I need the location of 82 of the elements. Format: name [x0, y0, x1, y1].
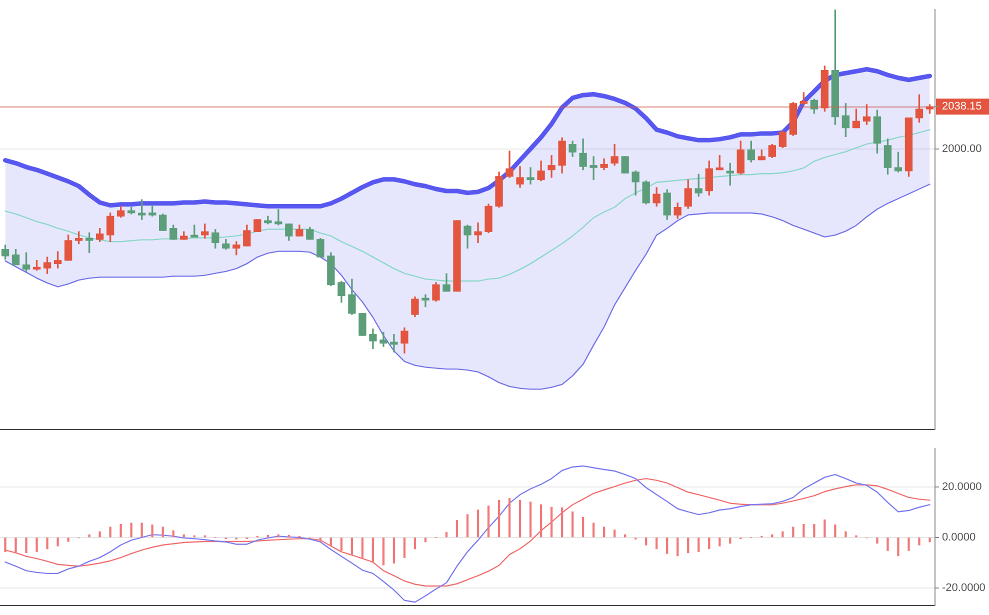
bar: [151, 524, 154, 538]
bar: [928, 538, 931, 542]
bar: [487, 506, 490, 538]
bar: [666, 538, 668, 554]
bar: [25, 538, 28, 554]
bar: [592, 522, 595, 538]
bar: [372, 538, 374, 562]
candlestick: [548, 155, 556, 178]
bar: [266, 534, 269, 538]
bar: [476, 510, 480, 538]
bar: [708, 538, 710, 550]
bar: [897, 538, 900, 556]
bar: [340, 538, 343, 551]
bar: [602, 526, 606, 538]
bar: [834, 524, 836, 538]
bar: [645, 538, 648, 546]
bar: [792, 526, 794, 538]
candlestick: [422, 294, 430, 308]
bar: [330, 538, 332, 546]
bar: [802, 524, 805, 538]
bar: [361, 538, 364, 558]
bar: [14, 538, 17, 554]
bar: [508, 498, 511, 538]
bar: [445, 532, 448, 538]
bar: [350, 538, 354, 555]
bar: [886, 538, 889, 551]
y-tick-label: 20.0000: [942, 481, 982, 494]
bar: [908, 538, 910, 551]
bar: [109, 526, 112, 538]
bar: [403, 538, 406, 558]
candlestick: [474, 222, 482, 244]
bar: [140, 522, 143, 538]
y-tick-label: 2038.15: [942, 100, 982, 113]
bar: [98, 531, 101, 538]
bar: [718, 538, 721, 546]
candlestick: [590, 156, 598, 180]
bar: [529, 502, 532, 538]
bar: [876, 538, 878, 544]
bar: [456, 520, 458, 538]
y-tick-label: -20.0000: [942, 582, 986, 594]
bar: [614, 530, 616, 538]
bar: [466, 514, 469, 538]
candlestick: [526, 167, 534, 184]
bar: [319, 538, 322, 542]
bar: [571, 511, 574, 538]
bar: [382, 538, 385, 566]
bar: [676, 538, 679, 556]
bar: [172, 530, 174, 538]
bar: [56, 538, 59, 546]
bar: [824, 519, 826, 538]
bar: [518, 500, 522, 538]
bar: [844, 531, 847, 538]
bar: [277, 534, 280, 538]
bar: [782, 531, 784, 538]
bar: [392, 538, 396, 564]
bar: [182, 534, 185, 538]
bar: [918, 538, 920, 546]
candlestick: [390, 334, 398, 352]
bar: [687, 538, 690, 554]
bar: [582, 516, 584, 538]
bar: [656, 538, 658, 550]
bar: [771, 534, 774, 538]
bar: [729, 538, 732, 544]
bar: [36, 538, 38, 552]
bar: [67, 538, 70, 542]
bar: [162, 526, 164, 538]
bar: [560, 507, 564, 538]
y-tick-label: 2000.00: [942, 142, 982, 155]
bar: [130, 522, 132, 538]
bar: [698, 538, 700, 552]
bar: [288, 534, 290, 538]
bar: [624, 534, 626, 538]
bar: [498, 500, 500, 538]
bar: [46, 538, 48, 550]
y-tick-label: 0.0000: [942, 531, 976, 544]
bar: [813, 524, 816, 538]
bar: [88, 534, 90, 538]
bar: [550, 506, 553, 538]
bar: [414, 538, 416, 550]
bar: [120, 524, 122, 538]
bar: [540, 504, 542, 538]
bar: [424, 538, 427, 542]
